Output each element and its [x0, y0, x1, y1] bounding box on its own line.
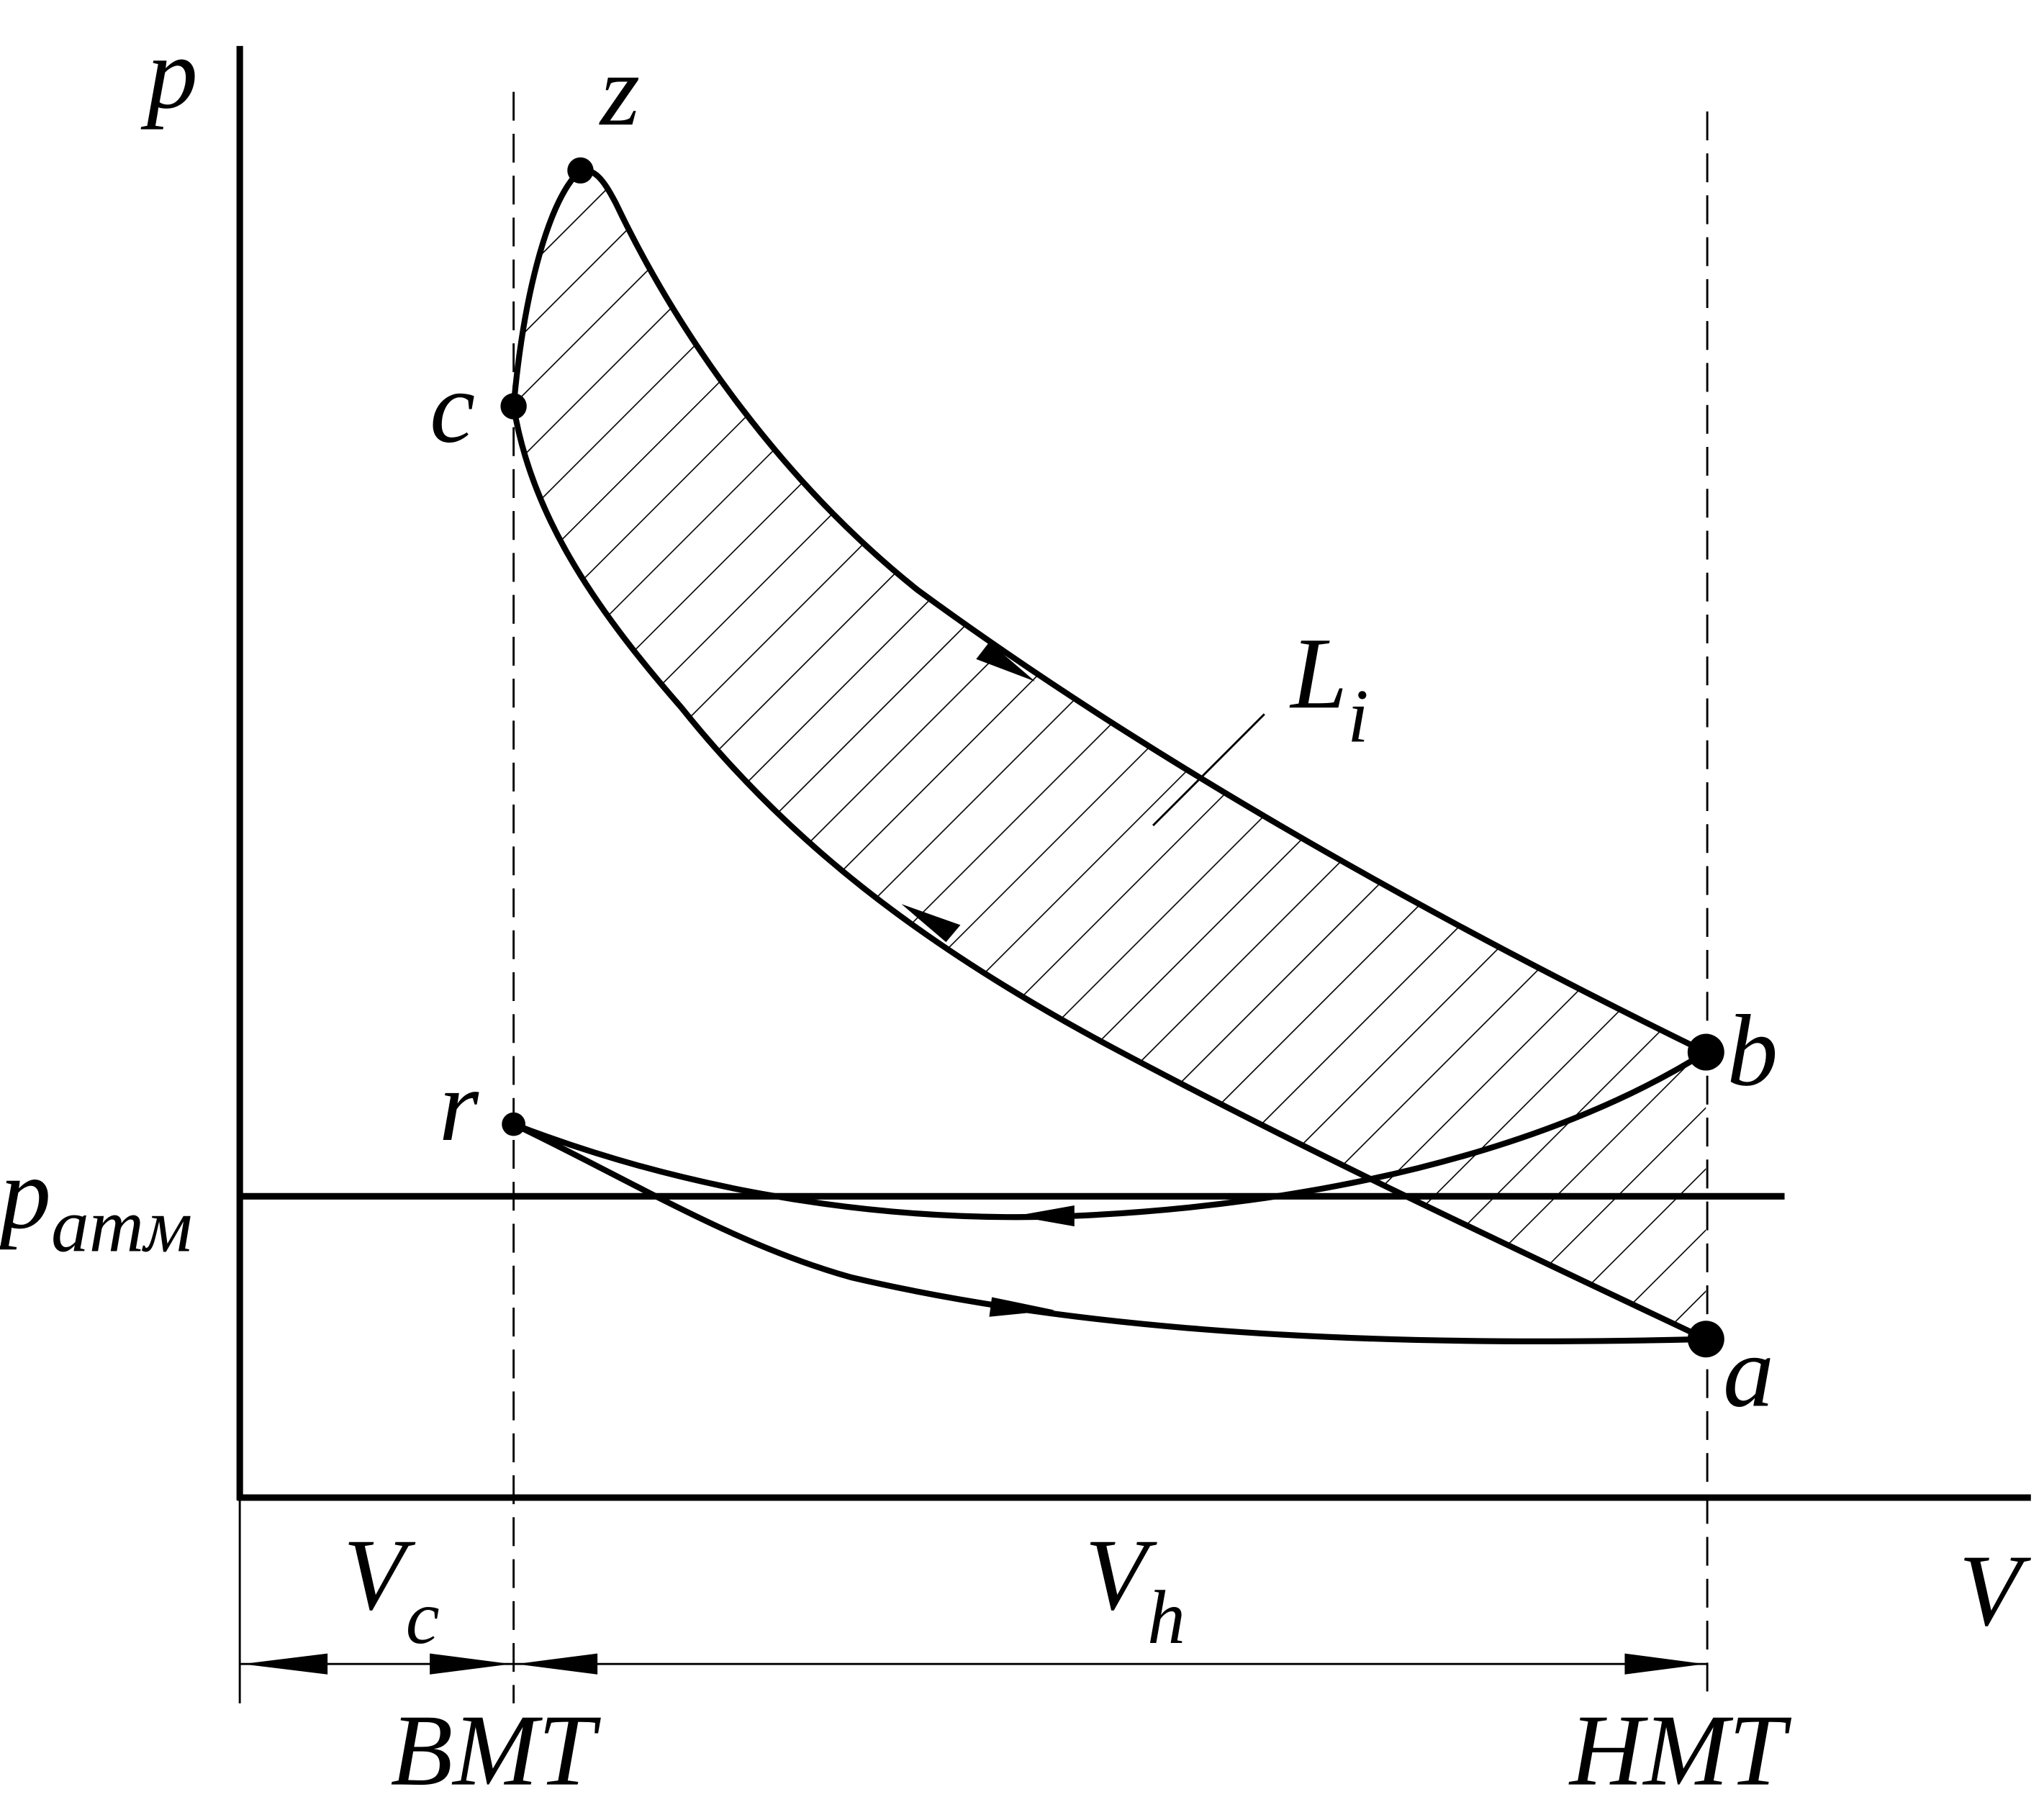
point-a [1687, 1321, 1724, 1358]
label-li: Li [1289, 616, 1368, 758]
label-base: p [0, 1136, 51, 1250]
exhaust-curve [512, 1049, 1708, 1221]
intake-curve [512, 1121, 1706, 1345]
dim-arrow [1624, 1653, 1705, 1675]
label-p-atm: pатм [0, 1136, 192, 1268]
label-base: V [343, 1518, 416, 1631]
label-sub: атм [51, 1184, 192, 1268]
point-r [502, 1112, 526, 1136]
compression-curve [510, 405, 1708, 1342]
label-sub: i [1347, 674, 1368, 759]
label-z: z [599, 33, 640, 147]
expansion-curve [579, 167, 1708, 1055]
work-area-hatch [513, 170, 1706, 1339]
axis-label-p: p [140, 16, 198, 130]
label-sub: c [406, 1575, 440, 1660]
label-a: a [1723, 1315, 1774, 1429]
arrow-expansion [976, 642, 1036, 682]
label-r: r [439, 1049, 479, 1162]
combustion-curve [510, 168, 583, 407]
label-tdc: ВМТ [391, 1693, 602, 1807]
label-bdc: НМТ [1568, 1693, 1792, 1807]
label-vc: Vc [343, 1518, 440, 1660]
arrow-exhaust [1015, 1205, 1075, 1227]
label-vh: Vh [1085, 1518, 1185, 1660]
label-base: L [1289, 616, 1347, 730]
arrow-compression [901, 904, 961, 943]
label-c: c [430, 350, 475, 464]
dim-arrow [516, 1653, 598, 1675]
point-c [500, 393, 527, 420]
axis-label-v: V [1959, 1534, 2032, 1647]
dim-arrow [242, 1653, 328, 1675]
point-b [1687, 1033, 1724, 1071]
label-sub: h [1147, 1575, 1185, 1660]
dim-arrow [430, 1653, 511, 1675]
point-z [567, 157, 594, 184]
label-base: V [1085, 1518, 1157, 1631]
work-leader [1152, 713, 1265, 827]
label-b: b [1727, 994, 1778, 1108]
